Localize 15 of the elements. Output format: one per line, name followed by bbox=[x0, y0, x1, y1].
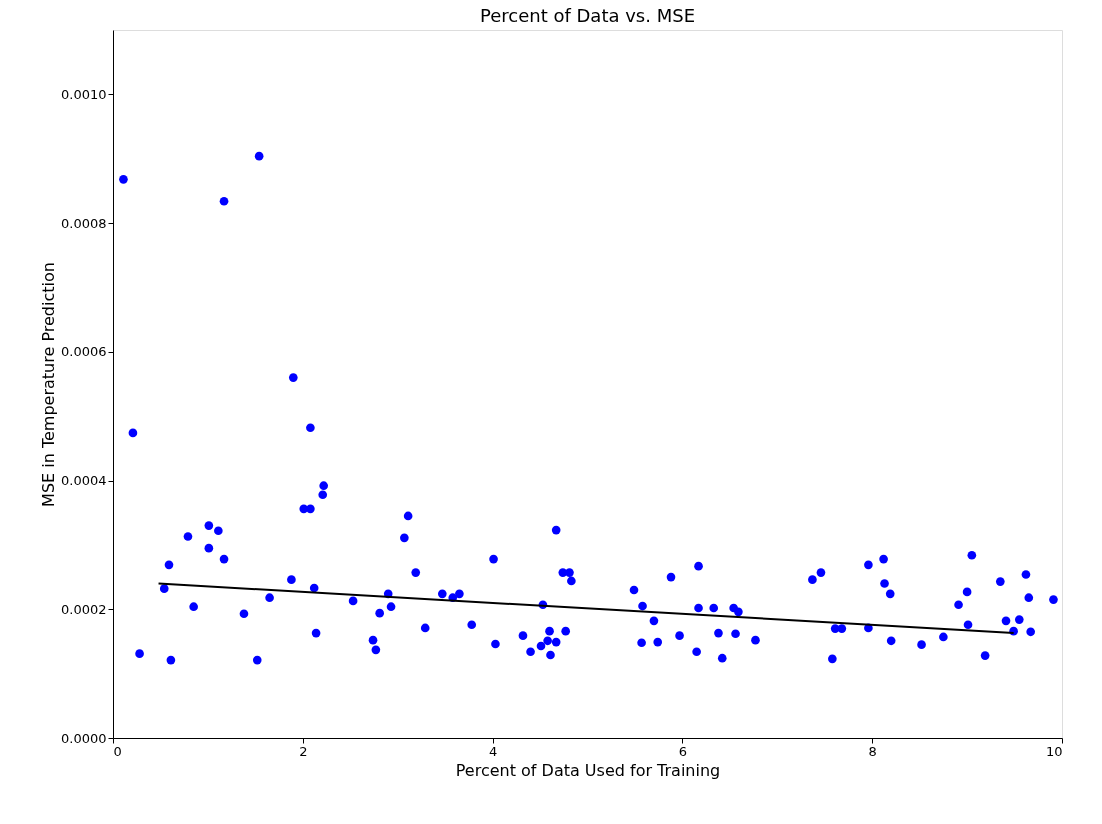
y-tick-label: 0.0000 bbox=[61, 730, 107, 746]
y-axis-title: MSE in Temperature Prediction bbox=[39, 262, 59, 507]
y-tick-label: 0.0002 bbox=[61, 601, 107, 617]
x-tick-label: 10 bbox=[1045, 743, 1063, 759]
y-tick-label: 0.0004 bbox=[61, 473, 107, 489]
x-tick-label: 0 bbox=[113, 743, 122, 759]
y-tick-label: 0.0006 bbox=[61, 344, 107, 360]
x-tick-label: 4 bbox=[488, 743, 498, 759]
chart-title: Percent of Data vs. MSE bbox=[479, 5, 696, 26]
y-tick-label: 0.0010 bbox=[61, 86, 107, 102]
x-tick-label: 8 bbox=[868, 743, 877, 759]
x-axis-title: Percent of Data Used for Training bbox=[455, 760, 721, 780]
x-tick-label: 6 bbox=[678, 743, 688, 759]
x-tick-label: 2 bbox=[299, 743, 308, 759]
y-tick-label: 0.0008 bbox=[61, 215, 107, 231]
